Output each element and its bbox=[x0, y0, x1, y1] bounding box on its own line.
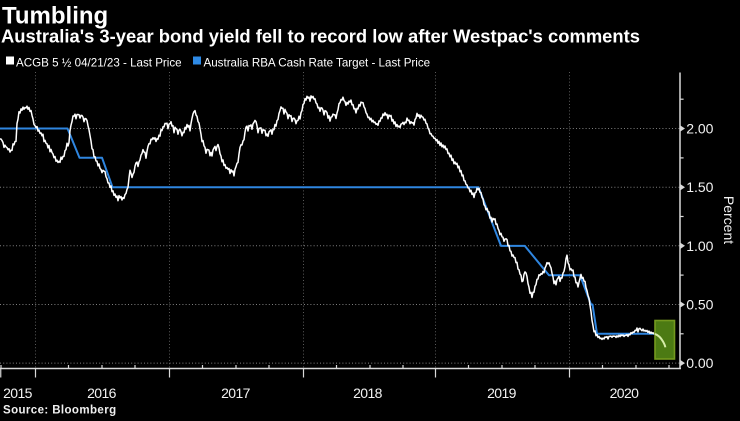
svg-text:Source: Bloomberg: Source: Bloomberg bbox=[3, 405, 117, 417]
svg-text:Australia's 3-year bond yield: Australia's 3-year bond yield fell to re… bbox=[1, 26, 640, 47]
svg-text:0.50: 0.50 bbox=[686, 297, 713, 313]
svg-text:2016: 2016 bbox=[87, 385, 117, 401]
svg-text:2017: 2017 bbox=[221, 385, 251, 401]
svg-text:0.00: 0.00 bbox=[686, 355, 713, 371]
svg-text:Percent: Percent bbox=[721, 196, 737, 244]
svg-text:Tumbling: Tumbling bbox=[2, 3, 108, 30]
svg-text:Australia RBA Cash Rate Target: Australia RBA Cash Rate Target - Last Pr… bbox=[204, 57, 431, 70]
svg-text:ACGB 5 ½ 04/21/23 - Last Price: ACGB 5 ½ 04/21/23 - Last Price bbox=[16, 57, 182, 70]
svg-text:2020: 2020 bbox=[610, 385, 640, 401]
svg-text:2015: 2015 bbox=[3, 385, 33, 401]
svg-text:1.50: 1.50 bbox=[686, 179, 713, 195]
svg-text:2018: 2018 bbox=[353, 385, 383, 401]
svg-text:2019: 2019 bbox=[487, 385, 517, 401]
svg-text:1.00: 1.00 bbox=[686, 238, 713, 254]
svg-text:2.00: 2.00 bbox=[686, 121, 713, 137]
